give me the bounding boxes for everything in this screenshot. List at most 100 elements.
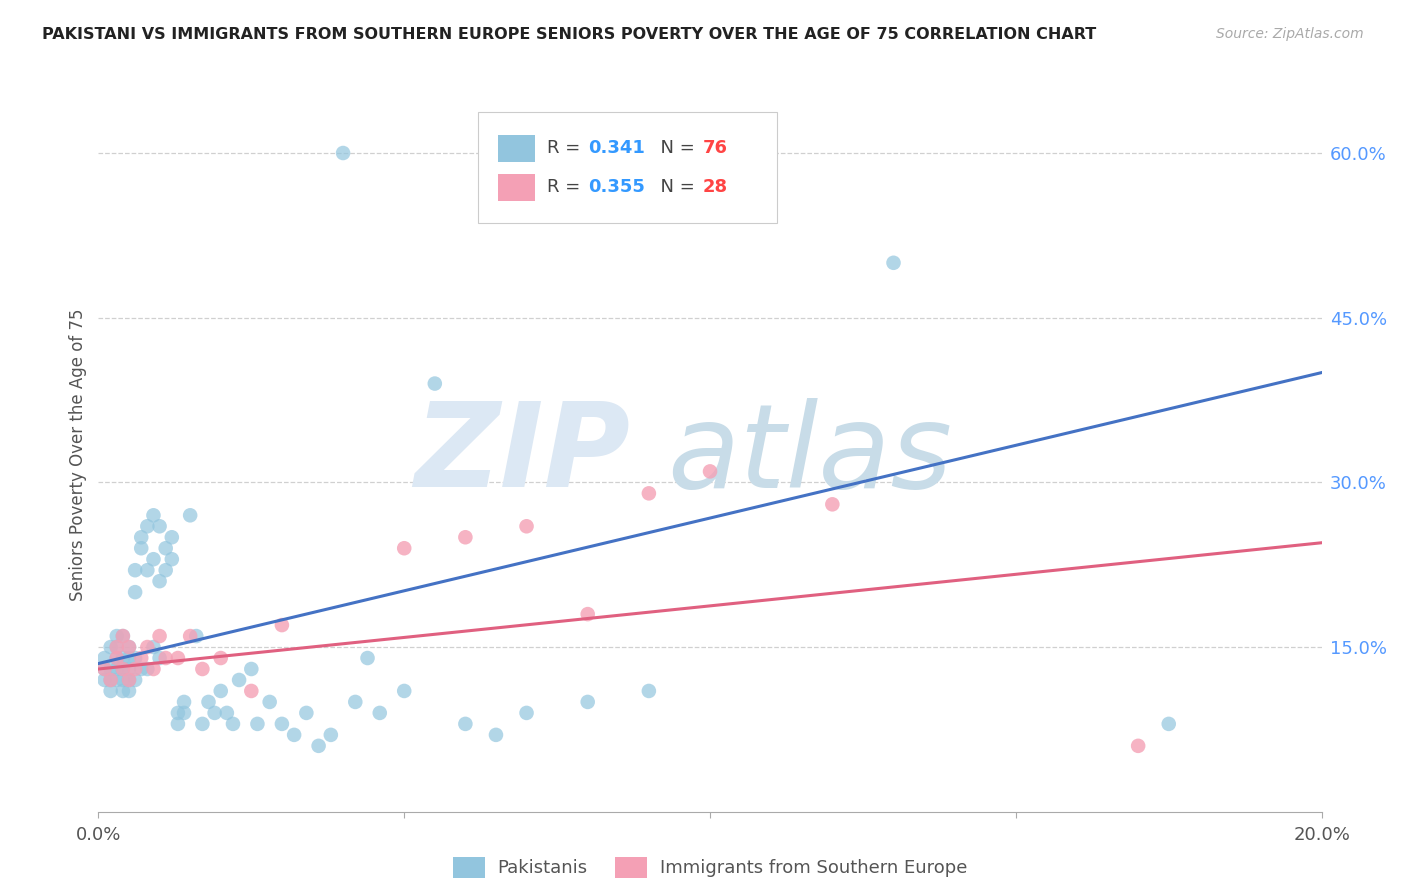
Point xyxy=(129,662,152,676)
Point xyxy=(215,706,238,720)
Point xyxy=(93,673,115,687)
Point xyxy=(93,662,115,676)
Point xyxy=(100,673,122,687)
Point xyxy=(142,662,165,676)
Point xyxy=(100,684,122,698)
Point xyxy=(454,717,477,731)
Text: atlas: atlas xyxy=(668,398,952,512)
Point xyxy=(100,662,122,676)
Point xyxy=(173,706,195,720)
Point xyxy=(118,673,141,687)
Point xyxy=(179,629,201,643)
Point xyxy=(100,673,122,687)
Text: 0.355: 0.355 xyxy=(588,178,644,196)
Legend: Pakistanis, Immigrants from Southern Europe: Pakistanis, Immigrants from Southern Eur… xyxy=(446,849,974,885)
Point xyxy=(246,717,269,731)
Point xyxy=(129,651,152,665)
Point xyxy=(149,629,172,643)
Point xyxy=(167,717,190,731)
Point xyxy=(516,519,538,533)
Point xyxy=(124,662,146,676)
Point xyxy=(173,695,195,709)
Point xyxy=(204,706,226,720)
Point xyxy=(136,662,159,676)
Text: N =: N = xyxy=(650,139,700,157)
Point xyxy=(167,706,190,720)
Point xyxy=(136,563,159,577)
Point xyxy=(118,640,141,654)
Point xyxy=(191,717,214,731)
Point xyxy=(105,673,128,687)
Point xyxy=(105,651,128,665)
Point xyxy=(356,651,378,665)
Point xyxy=(576,607,599,621)
Point xyxy=(100,640,122,654)
Point xyxy=(124,585,146,599)
Point xyxy=(111,673,134,687)
Point xyxy=(270,717,292,731)
Point xyxy=(344,695,367,709)
Point xyxy=(149,574,172,589)
FancyBboxPatch shape xyxy=(498,174,536,201)
Point xyxy=(155,541,177,556)
Point xyxy=(392,684,416,698)
Point xyxy=(179,508,201,523)
Point xyxy=(576,695,599,709)
Point xyxy=(699,464,721,478)
Point xyxy=(423,376,446,391)
Point xyxy=(637,486,661,500)
Point xyxy=(149,651,172,665)
Point xyxy=(124,651,146,665)
Point xyxy=(124,673,146,687)
Point xyxy=(1128,739,1150,753)
Point xyxy=(295,706,318,720)
Point xyxy=(283,728,305,742)
Text: 76: 76 xyxy=(703,139,728,157)
Point xyxy=(142,508,165,523)
Point xyxy=(118,684,141,698)
Text: 0.341: 0.341 xyxy=(588,139,644,157)
Point xyxy=(485,728,508,742)
Point xyxy=(186,629,208,643)
Point xyxy=(160,530,183,544)
Point xyxy=(222,717,245,731)
Point xyxy=(118,640,141,654)
Point xyxy=(111,629,134,643)
Point xyxy=(155,651,177,665)
Point xyxy=(259,695,281,709)
Point xyxy=(111,651,134,665)
FancyBboxPatch shape xyxy=(498,135,536,161)
Point xyxy=(160,552,183,566)
FancyBboxPatch shape xyxy=(478,112,778,223)
Point xyxy=(149,519,172,533)
Point xyxy=(111,662,134,676)
Text: ZIP: ZIP xyxy=(415,398,630,512)
Point xyxy=(105,640,128,654)
Point xyxy=(240,662,263,676)
Point xyxy=(637,684,661,698)
Text: 28: 28 xyxy=(703,178,728,196)
Point xyxy=(129,541,152,556)
Point xyxy=(319,728,342,742)
Point xyxy=(1157,717,1180,731)
Point xyxy=(129,530,152,544)
Point xyxy=(270,618,292,632)
Point xyxy=(136,519,159,533)
Point xyxy=(516,706,538,720)
Point xyxy=(105,640,128,654)
Point xyxy=(93,662,115,676)
Point xyxy=(142,552,165,566)
Point xyxy=(197,695,219,709)
Point xyxy=(105,651,128,665)
Point xyxy=(240,684,263,698)
Point xyxy=(136,640,159,654)
Point xyxy=(883,256,905,270)
Point xyxy=(105,662,128,676)
Point xyxy=(454,530,477,544)
Point xyxy=(118,651,141,665)
Point xyxy=(105,629,128,643)
Point xyxy=(332,146,354,161)
Text: R =: R = xyxy=(547,139,586,157)
Point xyxy=(111,629,134,643)
Y-axis label: Seniors Poverty Over the Age of 75: Seniors Poverty Over the Age of 75 xyxy=(69,309,87,601)
